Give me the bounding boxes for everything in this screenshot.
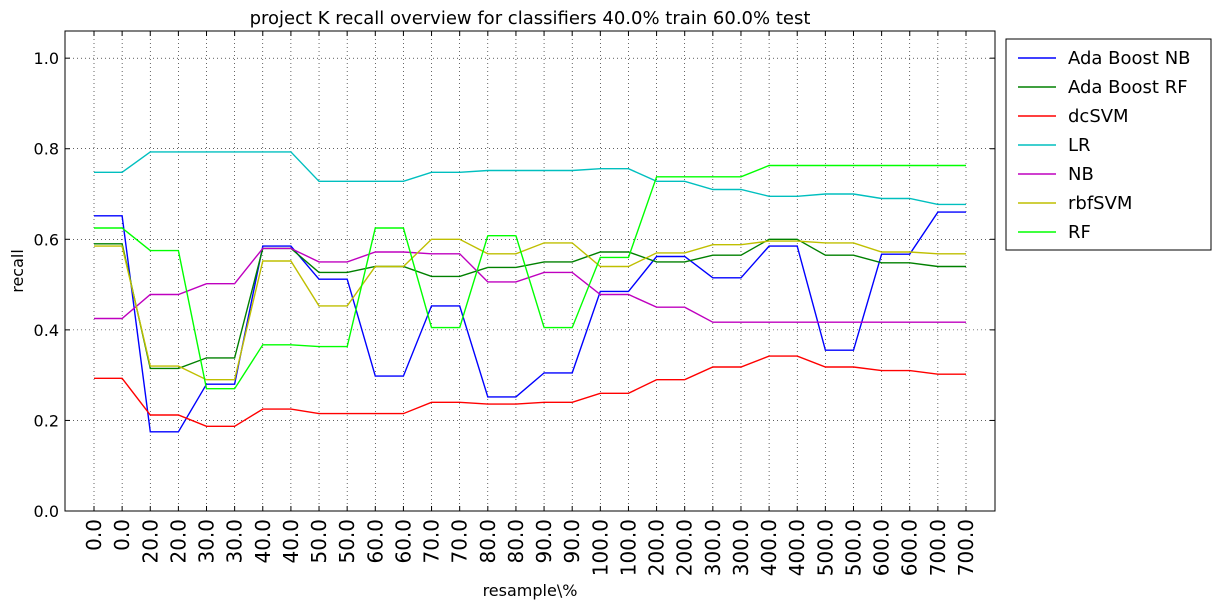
x-tick-label: 400.0 [785, 519, 809, 576]
x-tick-label: 70.0 [420, 519, 444, 564]
x-tick-label: 90.0 [532, 519, 556, 564]
series-line-rbfsvm [94, 238, 966, 381]
x-tick-label: 100.0 [588, 519, 612, 576]
series-line-ada-boost-rf [94, 238, 966, 370]
x-tick-label: 500.0 [813, 519, 837, 576]
x-axis-label: resample\% [483, 581, 578, 600]
y-tick-label: 0.6 [34, 230, 59, 249]
chart-title: project K recall overview for classifier… [250, 8, 811, 29]
x-axis: 0.0 0.0 20.0 20.0 30.0 30.0 40.0 40.0 50.0 50.0 60… [82, 31, 978, 576]
x-tick-label: 40.0 [279, 519, 303, 564]
x-tick-label: 300.0 [729, 519, 753, 576]
x-tick-label: 200.0 [645, 519, 669, 576]
x-tick-label: 700.0 [954, 519, 978, 576]
series-line-nb [94, 247, 966, 323]
y-tick-label: 0.2 [34, 411, 59, 430]
x-tick-label: 600.0 [870, 519, 894, 576]
series-lines [94, 151, 966, 433]
x-tick-label: 90.0 [560, 519, 584, 564]
legend-entry: Ada Boost NB [1068, 48, 1191, 69]
x-tick-label: 600.0 [898, 519, 922, 576]
legend-entry: dcSVM [1068, 106, 1129, 127]
y-tick-label: 0.8 [34, 140, 59, 159]
x-tick-label: 70.0 [448, 519, 472, 564]
legend-entry: NB [1068, 164, 1094, 185]
x-tick-label: 30.0 [195, 519, 219, 564]
x-tick-label: 20.0 [138, 519, 162, 564]
axes-frame [64, 30, 996, 512]
x-tick-label: 60.0 [391, 519, 415, 564]
x-tick-label: 60.0 [363, 519, 387, 564]
x-tick-label: 200.0 [673, 519, 697, 576]
y-axis-label: recall [8, 249, 27, 293]
y-axis: 0.0 0.2 0.4 0.6 0.8 1.0 [34, 49, 995, 521]
x-tick-label: 50.0 [307, 519, 331, 564]
legend-entry: RF [1068, 222, 1091, 243]
x-tick-label: 700.0 [926, 519, 950, 576]
x-tick-label: 40.0 [251, 519, 275, 564]
x-tick-label: 80.0 [476, 519, 500, 564]
x-tick-label: 300.0 [701, 519, 725, 576]
x-tick-label: 30.0 [223, 519, 247, 564]
legend-entry: rbfSVM [1068, 193, 1132, 214]
legend-entry: Ada Boost RF [1068, 77, 1188, 98]
y-tick-label: 0.4 [34, 321, 59, 340]
x-tick-label: 400.0 [757, 519, 781, 576]
grid [65, 31, 995, 512]
x-tick-label: 100.0 [616, 519, 640, 576]
legend: Ada Boost NB Ada Boost RF dcSVM LR NB rbfSVM R… [1005, 38, 1212, 251]
y-tick-label: 0.0 [34, 502, 59, 521]
x-tick-label: 80.0 [504, 519, 528, 564]
x-tick-label: 20.0 [166, 519, 190, 564]
y-tick-label: 1.0 [34, 49, 59, 68]
x-tick-label: 50.0 [335, 519, 359, 564]
series-line-rf [94, 164, 966, 390]
x-tick-label: 500.0 [841, 519, 865, 576]
x-tick-label: 0.0 [110, 519, 134, 551]
series-line-dcsvm [94, 355, 966, 427]
series-line-lr [94, 151, 966, 206]
legend-entry: LR [1068, 135, 1091, 156]
x-tick-label: 0.0 [82, 519, 106, 551]
